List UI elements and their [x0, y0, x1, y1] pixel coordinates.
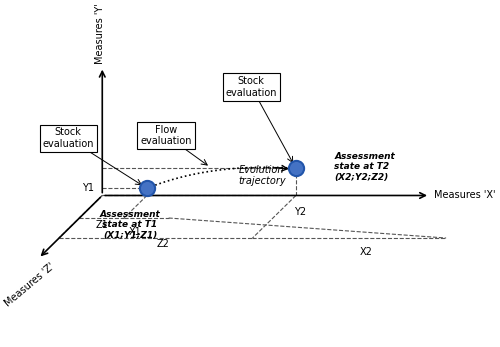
Point — [143, 186, 151, 191]
Text: Z2: Z2 — [157, 239, 170, 249]
Text: Assessment
state at T1
(X1;Y1;Z1): Assessment state at T1 (X1;Y1;Z1) — [100, 210, 160, 239]
Text: Stock
evaluation: Stock evaluation — [226, 76, 277, 98]
Text: X2: X2 — [360, 247, 373, 257]
Text: Measures 'X': Measures 'X' — [434, 191, 496, 201]
Text: Z1: Z1 — [96, 220, 108, 230]
Point — [292, 166, 300, 171]
Text: Assessment
state at T2
(X2;Y2;Z2): Assessment state at T2 (X2;Y2;Z2) — [334, 152, 395, 182]
Text: Y2: Y2 — [294, 207, 306, 217]
Text: Measures 'Z': Measures 'Z' — [3, 261, 56, 308]
Text: Stock
evaluation: Stock evaluation — [42, 127, 94, 149]
Text: Y1: Y1 — [82, 183, 94, 193]
Text: X1: X1 — [129, 227, 142, 237]
Text: Flow
evaluation: Flow evaluation — [140, 125, 192, 146]
Text: Evolution
trajectory: Evolution trajectory — [238, 165, 286, 186]
Text: Measures 'Y': Measures 'Y' — [95, 3, 105, 64]
